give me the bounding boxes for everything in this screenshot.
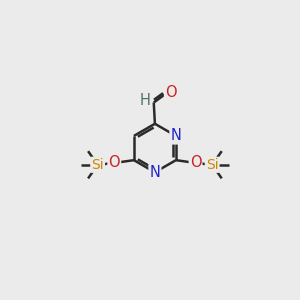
Text: O: O [165, 85, 177, 100]
Text: N: N [149, 165, 160, 180]
Text: O: O [190, 155, 201, 170]
Text: O: O [109, 155, 120, 170]
Text: H: H [140, 93, 150, 108]
Text: Si: Si [91, 158, 104, 172]
Text: N: N [170, 128, 181, 143]
Text: Si: Si [206, 158, 218, 172]
